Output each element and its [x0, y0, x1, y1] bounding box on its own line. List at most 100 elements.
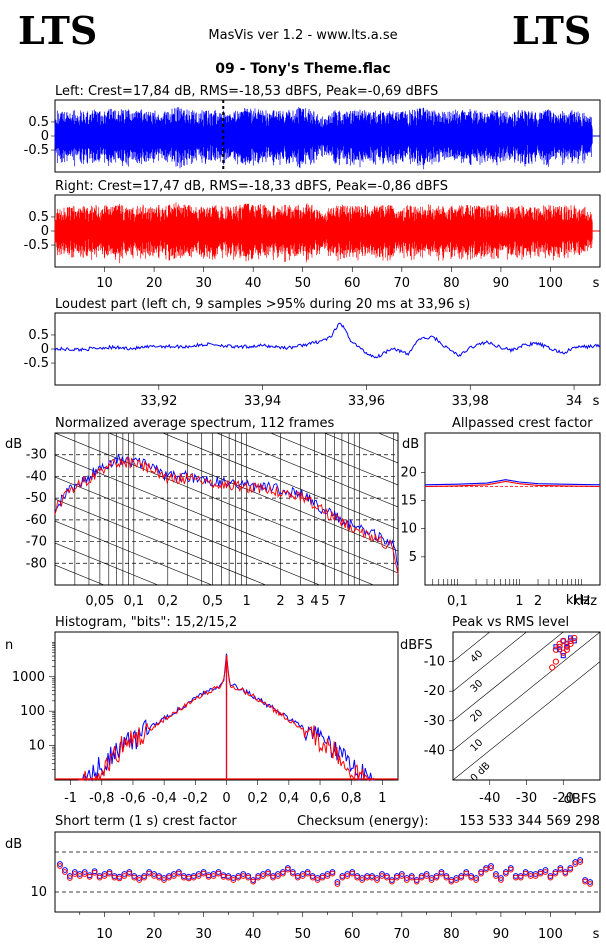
short-term-crest-point: [240, 873, 247, 879]
crest-line: [453, 632, 527, 692]
short-term-crest-point: [428, 877, 435, 883]
loudest-part-frame: [54, 312, 601, 386]
short-term-crest-point: [567, 866, 574, 873]
short-term-crest-point: [294, 874, 301, 881]
spectrum-title: Normalized average spectrum, 112 frames: [55, 416, 334, 431]
peak-vs-rms-ytick-label: -10: [424, 655, 445, 670]
short-term-crest-point: [96, 874, 103, 881]
short-term-crest-point: [329, 870, 336, 877]
allpassed-crest-title: Allpassed crest factor: [452, 416, 593, 431]
peak-vs-rms-point: [563, 643, 571, 650]
loudest-part-title: Loudest part (left ch, 9 samples >95% du…: [55, 297, 470, 312]
short-term-crest-point: [304, 870, 311, 877]
spectrum-xtick-label: 0,2: [157, 594, 178, 609]
short-term-crest-point: [289, 870, 296, 877]
crest-line-label: 10: [469, 737, 486, 754]
short-term-crest-xtick-label: 80: [443, 927, 460, 942]
short-term-crest-point: [260, 873, 266, 879]
short-term-crest-point: [517, 874, 524, 881]
short-term-crest-point: [562, 870, 569, 877]
short-term-crest-point: [334, 879, 341, 885]
short-term-crest-point: [265, 870, 271, 877]
short-term-crest-point: [493, 873, 499, 879]
short-term-crest-xunit: s: [593, 927, 600, 942]
peak-vs-rms-point: [556, 643, 563, 650]
short-term-crest-point: [542, 867, 549, 873]
spectrum-slope-line: [162, 433, 398, 530]
spectrum-xtick-label: 3: [296, 594, 304, 609]
allpassed-crest-series-1: [424, 480, 601, 488]
short-term-crest-point: [502, 870, 509, 877]
short-term-crest-xtick-label: 20: [146, 927, 163, 942]
histogram-ytick-label: 100: [20, 704, 45, 719]
right-waveform-signal: [54, 202, 593, 264]
spectrum-ytick-label: -40: [26, 469, 47, 484]
short-term-crest-point: [398, 873, 405, 879]
short-term-crest-point: [131, 874, 138, 881]
spectrum-xtick-label: 1: [242, 594, 250, 609]
short-term-crest-point: [81, 871, 88, 877]
allpassed-crest-series-0: [424, 479, 601, 486]
left-waveform-ytick-label: -0.5: [24, 143, 49, 158]
peak-vs-rms-point: [549, 664, 556, 671]
right-waveform-xtick-label: 30: [195, 276, 212, 291]
short-term-crest-point: [398, 871, 405, 877]
peak-vs-rms-point: [571, 638, 577, 644]
short-term-crest-xtick-label: 60: [344, 927, 361, 942]
short-term-crest-point: [572, 861, 579, 867]
short-term-crest-point: [542, 869, 549, 875]
short-term-crest-point: [66, 873, 73, 879]
short-term-crest-point: [507, 866, 514, 873]
short-term-crest-point: [136, 877, 143, 883]
short-term-crest-xtick-label: 10: [96, 927, 113, 942]
short-term-crest-point: [86, 873, 93, 880]
loudest-part-xtick-label: 33,94: [244, 394, 281, 409]
short-term-crest-point: [299, 873, 306, 879]
spectrum-slope-line: [55, 520, 213, 585]
short-term-crest-point: [488, 863, 494, 869]
short-term-crest-point: [493, 871, 499, 877]
histogram-xtick-label: -0,2: [183, 791, 208, 806]
spectrum-slope-line: [55, 498, 267, 585]
short-term-crest-point: [319, 874, 326, 881]
spectrum-ytick-label: -30: [26, 448, 47, 463]
short-term-crest-point: [161, 877, 167, 883]
loudest-part-xunit: s: [593, 394, 600, 409]
peak-vs-rms-point: [557, 647, 563, 653]
spectrum-xunit: kHz: [566, 593, 590, 608]
short-term-crest-point: [106, 870, 113, 877]
short-term-crest-xtick-label: 30: [195, 927, 212, 942]
short-term-crest-point: [255, 874, 262, 881]
spectrum-slope-line: [269, 433, 398, 486]
short-term-crest-point: [577, 857, 584, 863]
short-term-crest-point: [547, 874, 554, 881]
short-term-crest-point: [438, 870, 445, 877]
peak-vs-rms-point: [560, 637, 567, 644]
loudest-part-ytick-label: 0: [41, 342, 49, 357]
right-waveform-xtick-label: 90: [493, 276, 510, 291]
short-term-crest-point: [587, 881, 593, 887]
short-term-crest-point: [473, 877, 480, 883]
crest-line: [453, 632, 600, 751]
short-term-crest-point: [62, 867, 68, 873]
spectrum-slope-line: [55, 454, 375, 585]
short-term-crest-point: [275, 873, 281, 879]
peak-vs-rms-point: [556, 640, 563, 647]
right-waveform-xtick-label: 50: [294, 276, 311, 291]
spectrum-slope-line: [215, 433, 398, 508]
short-term-crest-point: [171, 873, 177, 879]
short-term-crest-point: [66, 875, 73, 881]
loudest-part-signal: [54, 322, 601, 359]
peak-vs-rms-ytick-label: -30: [424, 714, 445, 729]
short-term-crest-title: Short term (1 s) crest factor: [55, 814, 237, 829]
histogram-xtick-label: 0,4: [279, 791, 300, 806]
short-term-crest-point: [175, 870, 182, 877]
spectrum-series-1: [54, 456, 399, 575]
allpassed-crest-ytick-label: 15: [400, 494, 417, 509]
spectrum-slope-line: [55, 476, 321, 585]
peak-vs-rms-point: [563, 646, 571, 653]
right-waveform-ytick-label: -0.5: [24, 238, 49, 253]
peak-vs-rms-title: Peak vs RMS level: [452, 615, 569, 630]
spectrum-ytick-label: -60: [26, 513, 47, 528]
